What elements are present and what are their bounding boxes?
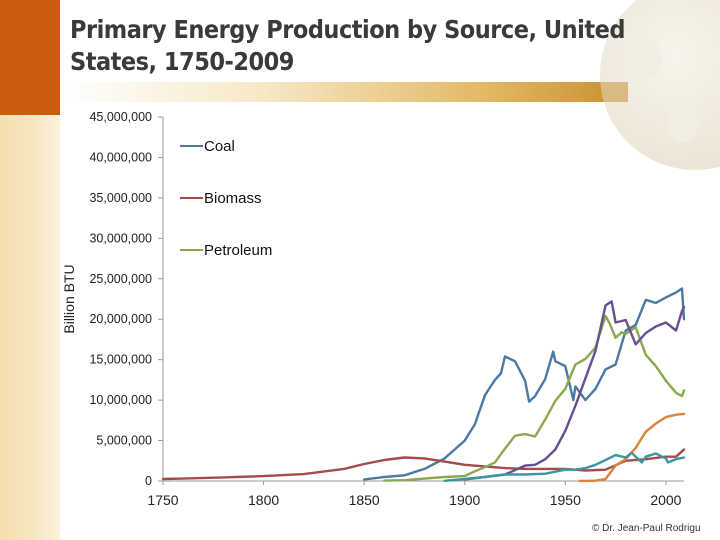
x-tick-label: 1850 xyxy=(349,492,380,508)
title-underline xyxy=(60,82,628,102)
y-tick-label: 25,000,000 xyxy=(89,272,152,286)
legend-label: Coal xyxy=(204,138,235,155)
legend-label: Petroleum xyxy=(204,242,272,259)
x-tick-label: 1950 xyxy=(550,492,581,508)
side-gradient-bar xyxy=(0,115,60,540)
y-tick-label: 35,000,000 xyxy=(89,191,152,205)
x-tick-label: 1900 xyxy=(449,492,480,508)
y-tick-label: 45,000,000 xyxy=(89,110,152,124)
y-tick-label: 20,000,000 xyxy=(89,312,152,326)
accent-bar xyxy=(0,0,60,115)
x-tick-label: 1750 xyxy=(147,492,178,508)
y-tick-label: 40,000,000 xyxy=(89,150,152,164)
x-tick-label: 1800 xyxy=(248,492,279,508)
series-line-biomass xyxy=(161,448,686,481)
page-title: Primary Energy Production by Source, Uni… xyxy=(70,15,625,76)
y-tick-label: 0 xyxy=(145,474,152,488)
y-tick-label: 10,000,000 xyxy=(89,393,152,407)
legend-label: Biomass xyxy=(204,190,262,207)
credit-text: © Dr. Jean-Paul Rodrigu xyxy=(592,523,701,534)
y-tick-label: 30,000,000 xyxy=(89,231,152,245)
series-line-coal xyxy=(363,287,686,481)
y-axis-label: Billion BTU xyxy=(61,264,77,333)
x-tick-label: 2000 xyxy=(650,492,681,508)
series-line-petroleum xyxy=(383,314,686,482)
globe-watermark-icon xyxy=(600,0,720,170)
y-tick-label: 5,000,000 xyxy=(96,434,152,448)
series-line-natural-gas xyxy=(463,300,686,481)
series-line-hydro-renewables xyxy=(443,451,686,482)
y-tick-label: 15,000,000 xyxy=(89,353,152,367)
